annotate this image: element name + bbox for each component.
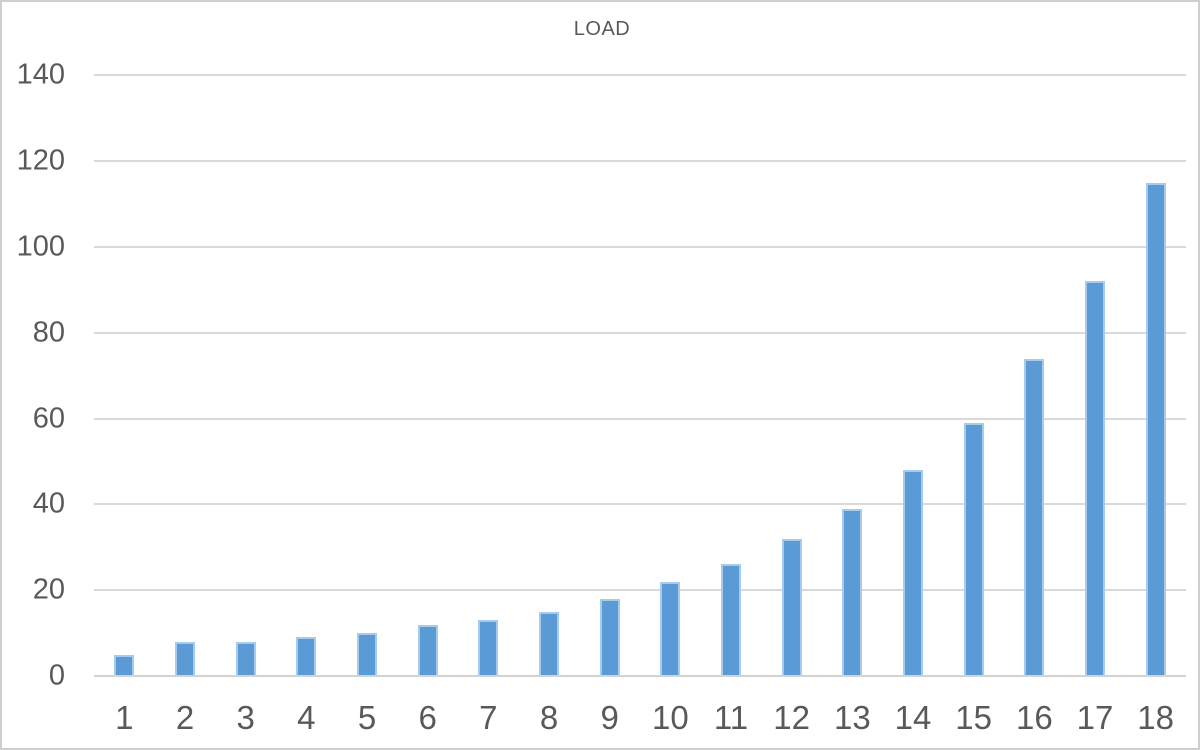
gridline-y-120: [94, 160, 1186, 163]
x-tick-label: 17: [1076, 699, 1114, 736]
bar-1: [114, 654, 135, 676]
bar-5: [357, 633, 377, 676]
bar-12: [781, 538, 802, 676]
x-tick-label: 8: [539, 699, 559, 736]
gridline-y-60: [94, 417, 1186, 420]
bar-8: [539, 611, 559, 676]
x-tick-label: 10: [651, 699, 689, 736]
bar-15: [963, 422, 984, 676]
x-tick-label: 7: [479, 699, 498, 736]
bar-6: [417, 624, 438, 676]
bar-16: [1024, 358, 1045, 676]
y-tick-label: 140: [16, 58, 65, 91]
x-tick-label: 4: [297, 699, 316, 736]
bar-4: [296, 637, 317, 676]
x-tick-label: 11: [713, 699, 749, 736]
bar-9: [599, 598, 620, 676]
x-tick-label: 9: [600, 699, 619, 736]
x-tick-label: 14: [894, 699, 932, 736]
x-axis-line: [94, 675, 1186, 677]
y-tick-label: 100: [16, 230, 65, 263]
bar-18: [1145, 182, 1166, 676]
x-tick-label: 3: [236, 699, 255, 736]
gridline-y-80: [94, 331, 1186, 334]
y-tick-label: 60: [32, 402, 65, 435]
gridline-y-40: [94, 503, 1186, 506]
x-tick-label: 5: [357, 699, 377, 736]
x-tick-label: 12: [773, 699, 811, 736]
x-tick-label: 2: [175, 699, 195, 736]
bar-11: [721, 564, 741, 676]
bar-14: [903, 470, 923, 676]
gridline-y-100: [94, 246, 1186, 248]
y-tick-label: 40: [32, 487, 65, 520]
bar-3: [235, 641, 256, 676]
bar-13: [842, 508, 863, 676]
x-tick-label: 6: [418, 699, 437, 736]
bar-17: [1085, 281, 1105, 676]
bar-2: [175, 641, 195, 676]
y-tick-label: 80: [32, 316, 65, 349]
gridline-y-20: [94, 589, 1186, 592]
y-tick-label: 20: [32, 573, 65, 606]
bar-10: [660, 581, 681, 676]
x-tick-label: 13: [833, 699, 871, 736]
chart-title: LOAD: [573, 18, 631, 40]
x-tick-label: 15: [955, 699, 993, 736]
x-tick-label: 1: [115, 699, 134, 736]
gridline-y-140: [94, 74, 1186, 77]
x-tick-label: 18: [1137, 699, 1175, 736]
y-tick-label: 0: [48, 659, 65, 692]
y-tick-label: 120: [16, 144, 65, 177]
bar-7: [478, 620, 499, 676]
x-tick-label: 16: [1015, 699, 1053, 736]
